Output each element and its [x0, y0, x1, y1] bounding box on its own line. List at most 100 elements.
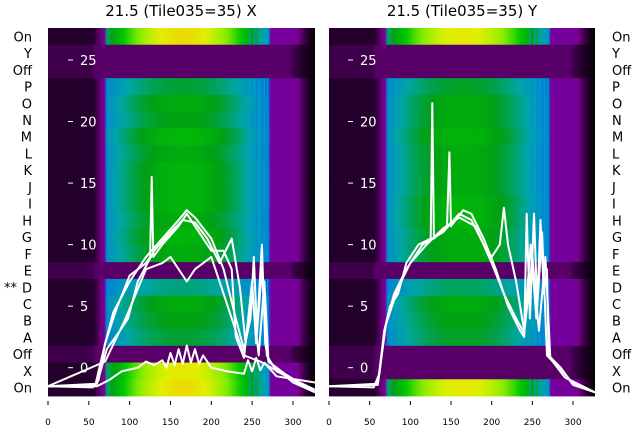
row-label: G	[612, 231, 622, 246]
heatmap-streak	[543, 212, 546, 229]
row-label: A	[23, 332, 32, 347]
heatmap-streak	[258, 312, 261, 330]
heatmap-row	[48, 278, 315, 297]
heatmap-streak	[258, 195, 261, 212]
spectrum-line	[47, 175, 316, 391]
heatmap-streak	[547, 178, 549, 196]
heatmap-row	[48, 28, 315, 46]
row-label: C	[23, 298, 32, 313]
heatmap-streak	[529, 28, 531, 45]
heatmap-row	[329, 161, 595, 179]
y-tick-label: 15	[80, 177, 97, 192]
row-label: H	[612, 214, 622, 229]
x-tick-label: 150	[162, 418, 179, 428]
heatmap-streak	[266, 379, 269, 396]
y-tick-label: 20	[360, 116, 377, 131]
heatmap-streak	[266, 94, 269, 112]
row-label: M	[21, 131, 32, 146]
heatmap-streak	[248, 245, 251, 263]
heatmap-streak	[529, 228, 531, 246]
heatmap-streak	[266, 295, 269, 313]
heatmap-streak	[538, 28, 541, 45]
heatmap-streak	[543, 178, 546, 196]
y-tick-label: 0	[360, 362, 368, 377]
heatmap-streak	[533, 111, 536, 129]
heatmap-row	[48, 329, 315, 347]
heatmap-streak	[533, 329, 536, 346]
row-label: X	[612, 365, 621, 380]
heatmap-streak	[538, 379, 541, 396]
x-tick-label: 100	[121, 418, 138, 428]
heatmap-streak	[547, 161, 549, 179]
heatmap-row	[48, 145, 315, 163]
row-label: Y	[611, 47, 620, 62]
heatmap-streak	[266, 111, 269, 129]
heatmap-streak	[533, 145, 536, 162]
heatmap-streak	[266, 312, 269, 330]
heatmap-streak	[543, 161, 546, 179]
heatmap-streak	[538, 329, 541, 346]
heatmap-streak	[266, 145, 269, 162]
heatmap-streak	[248, 161, 251, 179]
heatmap-streak	[253, 94, 256, 112]
heatmap-streak	[248, 379, 251, 396]
heatmap-streak	[533, 312, 536, 330]
x-tick-label: 100	[402, 418, 419, 428]
heatmap-streak	[529, 178, 531, 196]
heatmap-streak	[266, 228, 269, 246]
heatmap-streak	[258, 379, 261, 396]
row-label: P	[24, 81, 32, 96]
heatmap-streak	[258, 94, 261, 112]
heatmap-streak	[543, 245, 546, 263]
heatmap-streak	[543, 228, 546, 246]
heatmap-row	[329, 329, 595, 347]
row-label: F	[612, 248, 619, 263]
row-label: E	[24, 265, 32, 280]
row-label: K	[23, 164, 32, 179]
heatmap-streak	[547, 94, 549, 112]
row-label: I	[612, 198, 616, 213]
x-tick-label: 0	[45, 418, 51, 428]
heatmap-row	[48, 161, 315, 179]
spectrum-lines	[47, 175, 316, 394]
y-tick-label: 20	[80, 116, 97, 131]
row-label: K	[612, 164, 621, 179]
heatmap-row	[48, 61, 315, 79]
row-label: Off	[13, 348, 33, 363]
heatmap-row	[48, 44, 315, 62]
heatmap-streak	[529, 145, 531, 162]
heatmap-streak	[533, 28, 536, 45]
heatmap-streak	[263, 28, 266, 45]
heatmap-streak	[253, 28, 256, 45]
heatmap-row	[329, 128, 595, 146]
x-ticks: 0 50 100 150 200 250 300	[326, 401, 582, 428]
row-label: J	[27, 181, 32, 196]
heatmap-streak	[248, 178, 251, 196]
heatmap-streak	[547, 145, 549, 162]
row-label: L	[612, 148, 620, 163]
heatmap-streak	[529, 94, 531, 112]
heatmap-streak	[266, 245, 269, 263]
row-label: Off	[612, 64, 632, 79]
heatmap-streak	[538, 295, 541, 313]
x-tick-label: 300	[284, 418, 301, 428]
heatmap-streak	[543, 78, 546, 95]
heatmap-rows	[48, 28, 315, 397]
heatmap-streak	[538, 161, 541, 179]
y-tick-label: 0	[80, 362, 88, 377]
row-label: C	[612, 298, 621, 313]
heatmap-streak	[253, 228, 256, 246]
heatmap-streak	[533, 78, 536, 95]
heatmap-streak	[258, 145, 261, 162]
heatmap-streak	[538, 278, 541, 296]
heatmap-row	[329, 111, 595, 129]
heatmap-streak	[248, 145, 251, 162]
heatmap-streak	[547, 78, 549, 95]
heatmap-streak	[248, 195, 251, 212]
heatmap-streak	[529, 128, 531, 146]
heatmap-streak	[253, 379, 256, 396]
heatmap-streak	[258, 161, 261, 179]
heatmap-row	[329, 195, 595, 213]
row-label: M	[612, 131, 623, 146]
heatmap-streak	[547, 28, 549, 45]
